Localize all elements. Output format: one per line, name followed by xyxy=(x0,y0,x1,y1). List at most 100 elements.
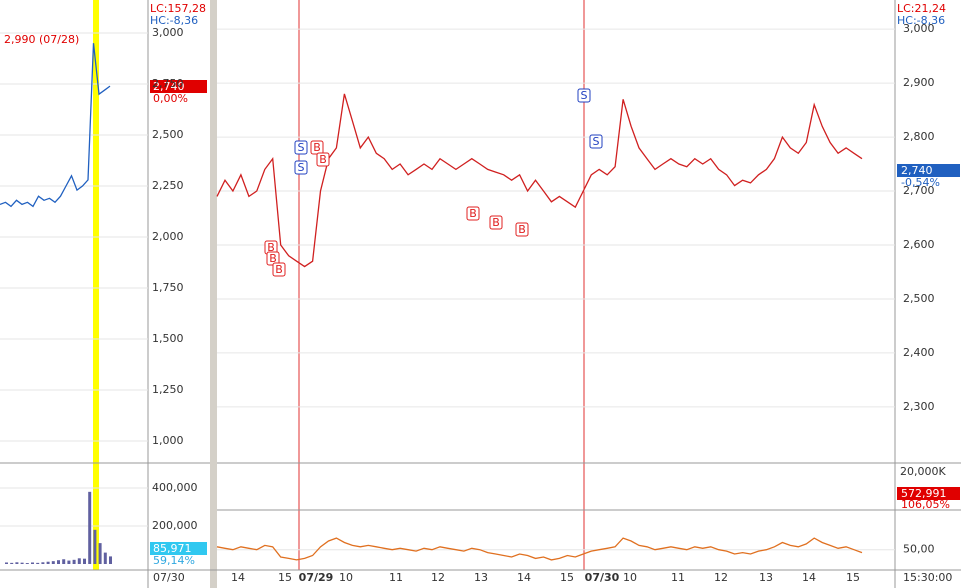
volume-bar xyxy=(93,529,97,564)
price-tag-bg xyxy=(897,164,960,177)
price-tag-bg xyxy=(150,80,207,93)
volume-bar xyxy=(5,562,8,564)
y-tick-label: 2,300 xyxy=(903,400,935,413)
y-tick-label: 2,900 xyxy=(903,76,935,89)
y-tick-label: 2,750 xyxy=(152,77,184,90)
x-label: 07/30 xyxy=(153,571,185,584)
volume-bar xyxy=(20,562,24,564)
x-label: 11 xyxy=(389,571,403,584)
high-marker: 2,990 (07/28) xyxy=(4,33,79,46)
x-label: 14 xyxy=(231,571,245,584)
volume-bar xyxy=(62,559,66,564)
volume-tag-bg xyxy=(150,542,207,555)
left-price-tag: 2,740 xyxy=(153,80,185,93)
right-lc: LC:21,24 xyxy=(897,2,946,15)
volume-bar xyxy=(31,562,34,564)
y-tick-label: 1,000 xyxy=(152,434,184,447)
y-tick-label: 3,000 xyxy=(903,22,935,35)
y-tick-label: 2,600 xyxy=(903,238,935,251)
signal-label: S xyxy=(298,161,305,174)
x-label: 14 xyxy=(802,571,816,584)
volume-bar xyxy=(109,556,112,564)
right-volume-tag: 572,991 xyxy=(901,487,947,500)
oscillator-line xyxy=(216,537,863,561)
signal-box xyxy=(316,152,330,167)
y-tick-label: 2,800 xyxy=(903,130,935,143)
x-label: 15 xyxy=(560,571,574,584)
volume-bar xyxy=(25,563,29,564)
y-tick-label: 2,500 xyxy=(152,128,184,141)
right-ratio-tag: 106,05% xyxy=(901,498,950,511)
x-label: 12 xyxy=(714,571,728,584)
signal-label: B xyxy=(267,241,275,254)
signal-box xyxy=(589,134,603,149)
signal-box xyxy=(294,160,308,175)
volume-bar xyxy=(67,560,71,564)
y-tick-label: 1,250 xyxy=(152,383,184,396)
x-label: 13 xyxy=(759,571,773,584)
left-lc: LC:157,28 xyxy=(150,2,206,15)
right-hc: HC:-8,36 xyxy=(897,14,945,27)
volume-axis-label: 20,000K xyxy=(900,465,946,478)
volume-bar xyxy=(98,543,102,564)
x-label: 07/29 xyxy=(299,571,334,584)
signal-label: B xyxy=(518,223,526,236)
right-change-tag: -0,54% xyxy=(901,176,940,189)
signal-label: B xyxy=(275,263,283,276)
signal-box xyxy=(466,206,480,221)
left-hc: HC:-8,36 xyxy=(150,14,198,27)
signal-box xyxy=(515,222,529,237)
volume-bar xyxy=(77,558,81,564)
x-label: 14 xyxy=(517,571,531,584)
y-tick-label: 2,500 xyxy=(903,292,935,305)
price-line xyxy=(0,43,111,208)
y-tick-label: 2,000 xyxy=(152,230,184,243)
volume-bar xyxy=(41,562,45,564)
signal-box xyxy=(489,215,503,230)
volume-bar xyxy=(72,559,76,564)
y-tick-label: 2,700 xyxy=(903,184,935,197)
y-tick-label: 2,400 xyxy=(903,346,935,359)
volume-tag-bg xyxy=(897,487,960,500)
left-ratio-tag: 59,14% xyxy=(153,554,195,567)
x-label: 15 xyxy=(278,571,292,584)
volume-bar xyxy=(10,562,14,564)
signal-box xyxy=(294,140,308,155)
volume-bar xyxy=(51,561,55,564)
x-label: 11 xyxy=(671,571,685,584)
y-tick-label: 1,750 xyxy=(152,281,184,294)
time-label: 15:30:00 xyxy=(903,571,952,584)
volume-bar xyxy=(15,562,19,564)
x-label: 10 xyxy=(339,571,353,584)
signal-label: B xyxy=(319,153,327,166)
y-tick-label: 400,000 xyxy=(152,481,198,494)
signal-label: B xyxy=(269,252,277,265)
y-tick-label: 50,00 xyxy=(903,543,935,556)
left-change-tag: 0,00% xyxy=(153,92,188,105)
signal-box xyxy=(272,262,286,277)
x-label: 12 xyxy=(431,571,445,584)
x-label: 13 xyxy=(474,571,488,584)
right-price-tag: 2,740 xyxy=(901,164,933,177)
volume-bar xyxy=(46,561,50,564)
y-tick-label: 200,000 xyxy=(152,519,198,532)
signal-label: S xyxy=(593,135,600,148)
volume-bar xyxy=(36,562,40,564)
x-label: 15 xyxy=(846,571,860,584)
x-label: 10 xyxy=(623,571,637,584)
signal-label: B xyxy=(469,207,477,220)
signal-label: B xyxy=(313,141,321,154)
volume-bar xyxy=(57,560,60,564)
volume-bar xyxy=(103,552,107,564)
volume-bar xyxy=(83,558,86,564)
signal-label: S xyxy=(298,141,305,154)
left-volume-tag: 85,971 xyxy=(153,542,192,555)
y-tick-label: 2,250 xyxy=(152,179,184,192)
y-tick-label: 1,500 xyxy=(152,332,184,345)
signal-label: S xyxy=(581,89,588,102)
splitter xyxy=(210,0,217,588)
